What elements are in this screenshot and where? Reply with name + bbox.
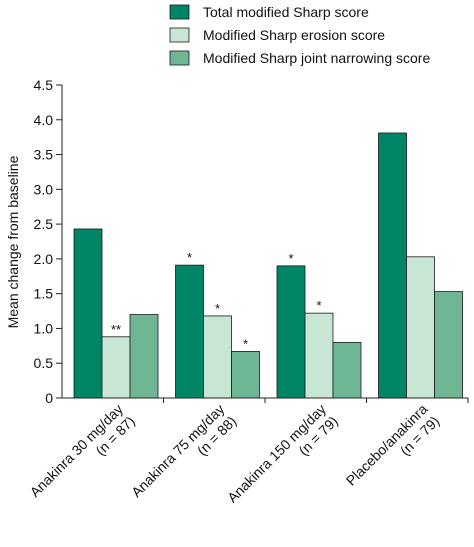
legend-swatch: [169, 50, 190, 66]
x-tick-label: Placebo/anakinra(n = 79): [343, 401, 443, 489]
bar: [129, 314, 159, 399]
bar: [101, 336, 131, 399]
bar: [175, 264, 204, 399]
legend-label: Modified Sharp joint narrowing score: [203, 50, 430, 66]
bar: [378, 132, 407, 399]
legend: Total modified Sharp score Modified Sharp…: [169, 4, 430, 66]
category-label: Anakinra 150 mg/day: [224, 401, 329, 506]
y-tick-label: 2.5: [34, 216, 54, 232]
bars: *******: [73, 132, 463, 399]
bar: [203, 315, 232, 399]
y-tick-label: 3.5: [34, 147, 54, 163]
legend-label: Total modified Sharp score: [203, 4, 369, 20]
bar: [434, 291, 463, 399]
bar: [406, 256, 435, 399]
bar: [231, 350, 260, 399]
y-tick-label: 0.5: [34, 355, 54, 371]
x-tick-label: Anakinra 75 mg/day(n = 88): [128, 401, 239, 500]
x-axis: Anakinra 30 mg/day(n = 87)Anakinra 75 mg…: [27, 397, 469, 506]
significance-marker: *: [215, 301, 220, 316]
y-tick-label: 4.0: [34, 112, 54, 128]
legend-swatch: [169, 27, 190, 43]
y-tick-label: 4.5: [34, 77, 54, 93]
y-tick-label: 1.5: [34, 286, 54, 302]
y-tick-label: 2.0: [34, 251, 54, 267]
bar: [276, 265, 306, 399]
x-tick-label: Anakinra 150 mg/day(n = 79): [224, 401, 341, 506]
y-axis: 0 0.5 1.0 1.5 2.0 2.5 3.0 3.5 4.0 4.5: [34, 77, 63, 406]
legend-swatch: [169, 4, 190, 20]
legend-label: Modified Sharp erosion score: [203, 27, 385, 43]
significance-marker: *: [187, 250, 192, 265]
significance-marker: *: [288, 251, 293, 266]
significance-marker: *: [243, 336, 248, 351]
x-tick-label: Anakinra 30 mg/day(n = 87): [27, 401, 138, 500]
y-axis-label: Mean change from baseline: [5, 155, 21, 328]
bar: [73, 228, 103, 399]
bar: [304, 312, 334, 399]
y-tick-label: 1.0: [34, 320, 54, 336]
y-tick-label: 3.0: [34, 181, 54, 197]
significance-marker: **: [111, 322, 121, 337]
significance-marker: *: [316, 298, 321, 313]
y-tick-label: 0: [45, 390, 53, 406]
bar: [332, 341, 362, 399]
